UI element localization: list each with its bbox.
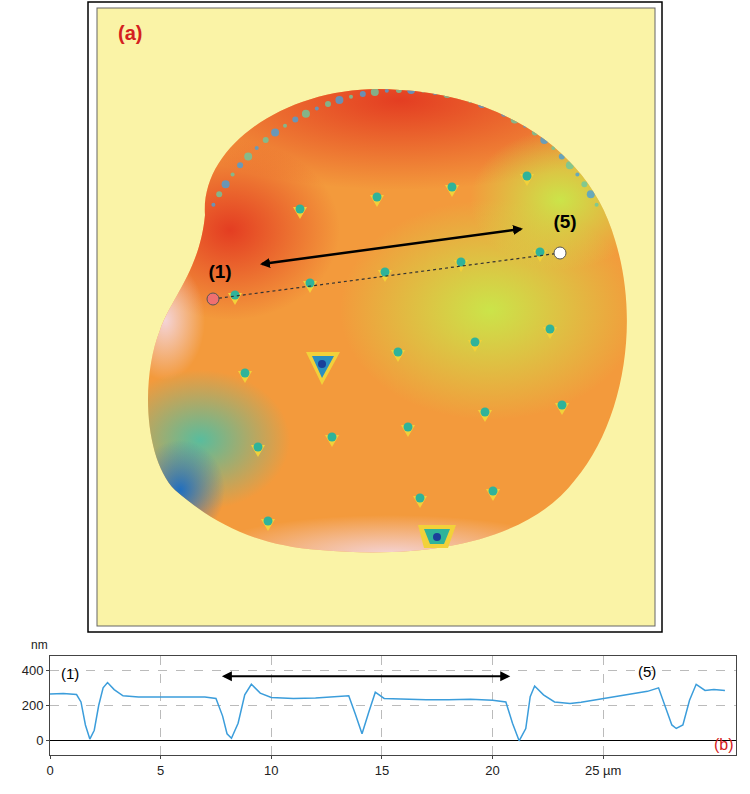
svg-text:(1): (1) (61, 665, 79, 682)
svg-text:(5): (5) (638, 663, 656, 680)
svg-text:(b): (b) (714, 736, 734, 753)
svg-text:25 µm: 25 µm (585, 763, 621, 778)
svg-text:0: 0 (36, 733, 43, 748)
svg-text:10: 10 (264, 763, 278, 778)
svg-text:(5): (5) (553, 211, 576, 232)
svg-text:20: 20 (485, 763, 499, 778)
svg-text:400: 400 (22, 663, 44, 678)
svg-text:(a): (a) (118, 22, 142, 44)
svg-text:nm: nm (31, 638, 48, 652)
svg-text:200: 200 (22, 698, 44, 713)
svg-text:5: 5 (157, 763, 164, 778)
svg-text:(1): (1) (208, 261, 231, 282)
svg-text:15: 15 (375, 763, 389, 778)
svg-text:0: 0 (46, 763, 53, 778)
